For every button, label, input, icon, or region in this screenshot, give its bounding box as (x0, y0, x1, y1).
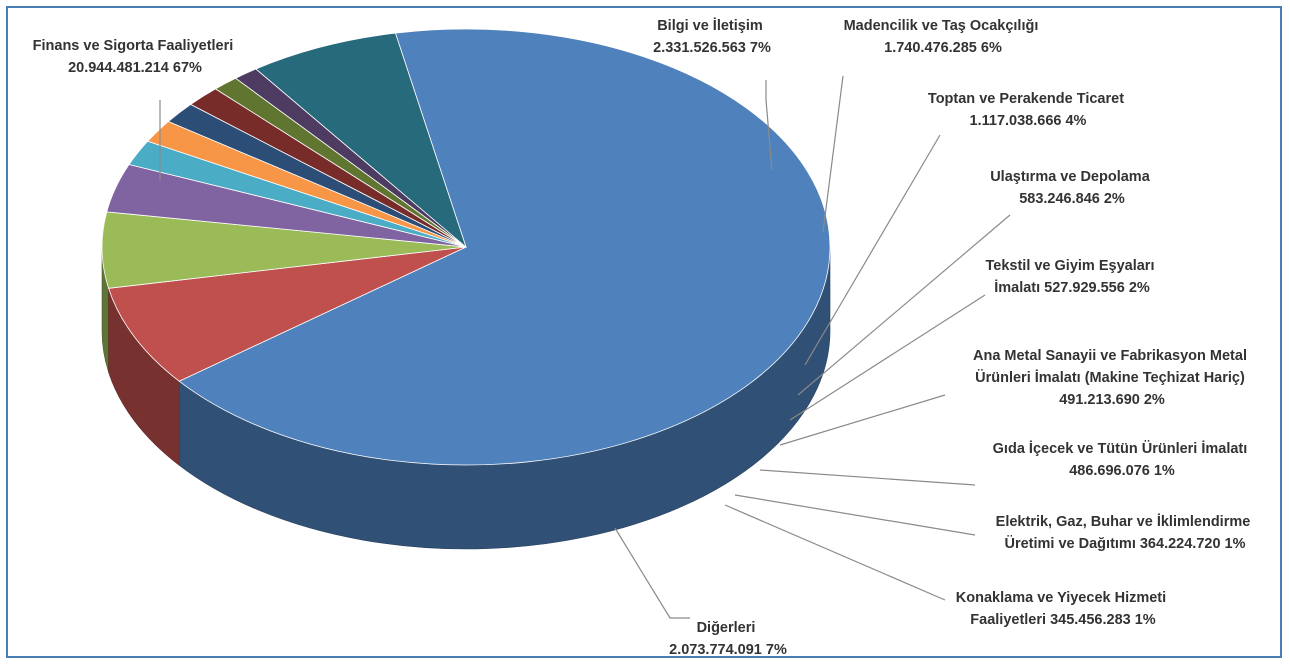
label-toptan: Toptan ve Perakende Ticaret 1.117.038.66… (928, 91, 1128, 129)
leader-digerleri (614, 527, 690, 619)
slice-2 (101, 211, 467, 289)
slice-1 (108, 246, 467, 382)
leader-tekstil (789, 294, 986, 421)
label-konaklama: Konaklama ve Yiyecek Hizmeti Faaliyetler… (956, 590, 1170, 628)
label-anametal: Ana Metal Sanayii ve Fabrikasyon Metal Ü… (973, 348, 1251, 408)
slice-labels: Finans ve Sigorta Faaliyetleri 20.944.48… (33, 17, 1255, 658)
leader-toptan (804, 134, 941, 366)
pie-slices (101, 28, 831, 466)
slice-0 (178, 28, 831, 466)
pie-sides (101, 246, 831, 550)
label-digerleri: Diğerleri 2.073.774.091 7% (669, 620, 787, 658)
label-ulastirma: Ulaştırma ve Depolama 583.246.846 2% (990, 169, 1154, 207)
label-gida: Gıda İçecek ve Tütün Ürünleri İmalatı 48… (993, 440, 1252, 479)
label-elektrik: Elektrik, Gaz, Buhar ve İklimlendirme Ür… (996, 513, 1255, 552)
leader-bilgi (765, 80, 773, 171)
leader-madencilik (822, 75, 844, 233)
label-finans: Finans ve Sigorta Faaliyetleri 20.944.48… (33, 38, 238, 76)
leader-anametal (779, 394, 946, 446)
leader-elektrik (734, 494, 976, 536)
label-bilgi: Bilgi ve İletişim 2.331.526.563 7% (653, 17, 771, 56)
leader-konaklama (724, 504, 946, 601)
leader-gida (759, 469, 976, 486)
leader-ulastirma (797, 214, 1011, 396)
label-madencilik: Madencilik ve Taş Ocakçılığı 1.740.476.2… (844, 18, 1043, 56)
slice-10 (255, 32, 467, 249)
leader-lines (159, 75, 1011, 619)
label-tekstil: Tekstil ve Giyim Eşyaları İmalatı 527.92… (985, 258, 1158, 296)
